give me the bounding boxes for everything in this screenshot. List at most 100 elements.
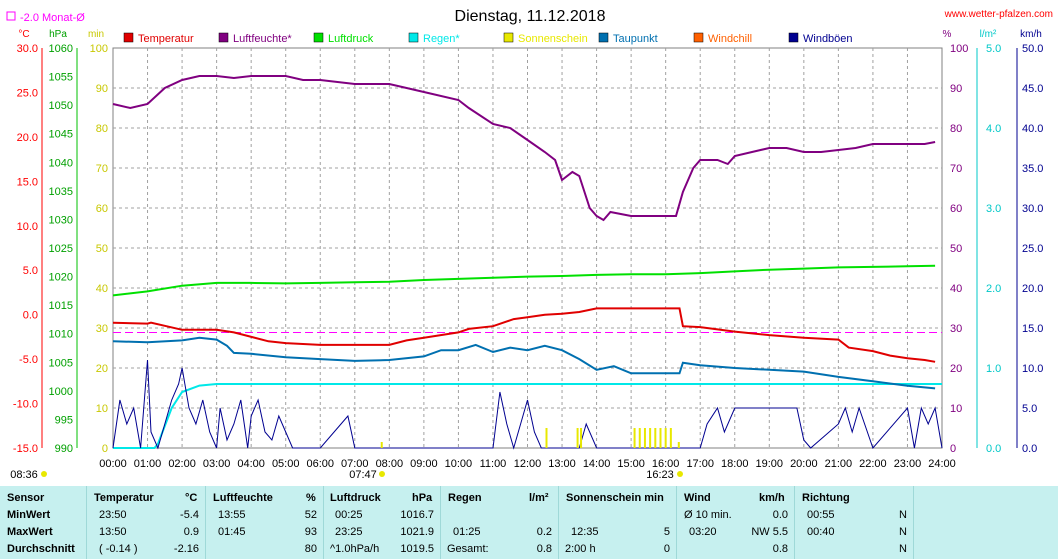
unit-kmh: km/h xyxy=(1020,29,1042,40)
ld-min-val: 1016.7 xyxy=(400,509,434,521)
sunshine-bar xyxy=(643,428,646,448)
x-tick: 01:00 xyxy=(134,458,162,470)
t-avg-val: -2.16 xyxy=(173,543,199,555)
legend-label: Windchill xyxy=(708,33,752,45)
so-max-val: 5 xyxy=(663,526,670,538)
legend-label: Temperatur xyxy=(138,33,194,45)
rain-tick: 3.0 xyxy=(986,203,1001,215)
lf-min-time: 13:55 xyxy=(218,509,246,521)
series-taupunkt xyxy=(112,336,936,390)
min-tick: 30 xyxy=(96,323,108,335)
col-regen: Regen l/m² 01:25 0.2 Gesamt: 0.8 xyxy=(441,486,559,559)
moonset-icon xyxy=(41,471,47,477)
hpa-tick: 990 xyxy=(55,443,73,455)
luftdruck-header: Luftdruck xyxy=(330,492,381,504)
luftfeuchte-header: Luftfeuchte xyxy=(213,492,273,504)
x-tick: 23:00 xyxy=(894,458,922,470)
lf-min-val: 52 xyxy=(304,509,317,521)
series-temperatur xyxy=(112,307,936,363)
regen-unit: l/m² xyxy=(529,492,549,504)
legend-label: Regen* xyxy=(423,33,460,45)
r-min-val: N xyxy=(899,509,907,521)
x-tick: 07:00 xyxy=(341,458,369,470)
legend-label: Luftfeuchte* xyxy=(233,33,292,45)
x-tick: 04:00 xyxy=(237,458,265,470)
sunshine-bar xyxy=(654,428,657,448)
temp-tick: 30.0 xyxy=(17,43,38,55)
x-tick: 06:00 xyxy=(306,458,334,470)
temperatur-header: Temperatur xyxy=(94,492,154,504)
monat-icon xyxy=(6,11,16,21)
stats-table: Sensor MinWert MaxWert Durchschnitt Temp… xyxy=(0,486,1058,559)
wind-tick: 20.0 xyxy=(1022,283,1043,295)
hpa-tick: 1040 xyxy=(49,157,73,169)
min-tick: 0 xyxy=(102,443,108,455)
series-regen xyxy=(113,383,942,449)
pct-tick: 50 xyxy=(950,243,962,255)
sunshine-bar xyxy=(633,428,636,448)
temp-tick: 5.0 xyxy=(23,265,38,277)
sunrise-icon xyxy=(379,471,385,477)
legend-label: Sonnenschein xyxy=(518,33,588,45)
pct-tick: 0 xyxy=(950,443,956,455)
col-sensor: Sensor MinWert MaxWert Durchschnitt xyxy=(0,486,87,559)
temp-tick: 25.0 xyxy=(17,87,38,99)
pct-tick: 70 xyxy=(950,163,962,175)
hpa-tick: 995 xyxy=(55,414,73,426)
wind-tick: 0.0 xyxy=(1022,443,1037,455)
hpa-tick: 1055 xyxy=(49,72,73,84)
wind-tick: 40.0 xyxy=(1022,123,1043,135)
temp-tick: 20.0 xyxy=(17,132,38,144)
site-label: www.wetter-pfalzen.com xyxy=(944,9,1053,20)
temp-tick: 10.0 xyxy=(17,221,38,233)
sunshine-bar xyxy=(545,428,548,448)
x-tick: 09:00 xyxy=(410,458,438,470)
col-richtung: Richtung 00:55 N 00:40 N N xyxy=(795,486,914,559)
x-tick: 00:00 xyxy=(99,458,127,470)
legend-label: Taupunkt xyxy=(613,33,658,45)
temp-tick: -5.0 xyxy=(19,354,38,366)
rain-tick: 1.0 xyxy=(986,363,1001,375)
rg-max-time: 01:25 xyxy=(453,526,481,538)
sunset-icon xyxy=(677,471,683,477)
legend-label: Luftdruck xyxy=(328,33,374,45)
chart-title: Dienstag, 11.12.2018 xyxy=(455,8,606,25)
min-tick: 40 xyxy=(96,283,108,295)
wind-tick: 45.0 xyxy=(1022,83,1043,95)
row-label-avg: Durchschnitt xyxy=(7,543,75,555)
wind-tick: 15.0 xyxy=(1022,323,1043,335)
hpa-tick: 1005 xyxy=(49,357,73,369)
unit-min: min xyxy=(88,29,104,40)
rg-max-val: 0.2 xyxy=(536,526,552,538)
legend-swatch xyxy=(788,32,799,43)
x-tick: 18:00 xyxy=(721,458,749,470)
hpa-tick: 1030 xyxy=(49,214,73,226)
t-min-val: -5.4 xyxy=(180,509,199,521)
x-tick: 21:00 xyxy=(825,458,853,470)
min-tick: 80 xyxy=(96,123,108,135)
rain-tick: 2.0 xyxy=(986,283,1001,295)
x-tick: 15:00 xyxy=(617,458,645,470)
regen-header: Regen xyxy=(448,492,482,504)
w-max-val: NW 5.5 xyxy=(751,526,788,538)
legend-swatch xyxy=(598,32,609,43)
unit-hpa: hPa xyxy=(49,29,67,40)
sunset-tick xyxy=(677,442,680,448)
col-sonnenschein: Sonnenschein min 12:35 5 2:00 h 0 xyxy=(559,486,677,559)
min-tick: 10 xyxy=(96,403,108,415)
unit-lm2: l/m² xyxy=(980,29,997,40)
hpa-tick: 1010 xyxy=(49,329,73,341)
rain-tick: 0.0 xyxy=(986,443,1001,455)
temp-tick: 0.0 xyxy=(23,310,38,322)
sunshine-bar xyxy=(649,428,652,448)
col-luftfeuchte: Luftfeuchte % 13:55 52 01:45 93 80 xyxy=(206,486,324,559)
x-tick: 24:00 xyxy=(928,458,956,470)
pct-tick: 80 xyxy=(950,123,962,135)
r-avg-val: N xyxy=(899,543,907,555)
x-tick: 22:00 xyxy=(859,458,887,470)
legend-swatch xyxy=(693,32,704,43)
temp-tick: -10.0 xyxy=(13,399,38,411)
x-tick: 11:00 xyxy=(480,458,507,470)
ld-max-time: 23:25 xyxy=(335,526,363,538)
w-min-val: 0.0 xyxy=(772,509,788,521)
